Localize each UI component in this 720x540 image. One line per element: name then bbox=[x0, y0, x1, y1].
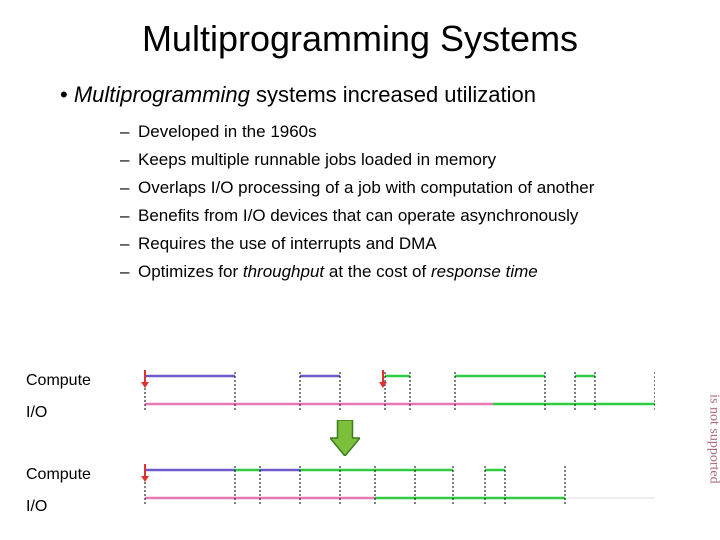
sub-bullet: –Keeps multiple runnable jobs loaded in … bbox=[120, 146, 720, 174]
timeline-bottom bbox=[115, 464, 655, 514]
label-compute-bottom: Compute bbox=[26, 466, 91, 484]
sub-bullet: –Overlaps I/O processing of a job with c… bbox=[120, 174, 720, 202]
main-bullet-rest: systems increased utilization bbox=[250, 82, 536, 107]
sub-bullet: –Optimizes for throughput at the cost of… bbox=[120, 258, 720, 286]
main-bullet-italic: Multiprogramming bbox=[74, 82, 250, 107]
sub-bullet: –Developed in the 1960s bbox=[120, 118, 720, 146]
label-io-bottom: I/O bbox=[26, 498, 47, 516]
sub-bullet-list: –Developed in the 1960s –Keeps multiple … bbox=[120, 118, 720, 286]
bullet-glyph: • bbox=[60, 82, 74, 107]
main-bullet: • Multiprogramming systems increased uti… bbox=[60, 82, 720, 108]
sub-bullet: –Requires the use of interrupts and DMA bbox=[120, 230, 720, 258]
transition-arrow-icon bbox=[330, 420, 360, 456]
label-io-top: I/O bbox=[26, 404, 47, 422]
watermark: Macintosh PICT image format is not suppo… bbox=[706, 394, 720, 508]
timeline-top bbox=[115, 370, 655, 420]
label-compute-top: Compute bbox=[26, 372, 91, 390]
sub-bullet: –Benefits from I/O devices that can oper… bbox=[120, 202, 720, 230]
slide-title: Multiprogramming Systems bbox=[0, 18, 720, 60]
